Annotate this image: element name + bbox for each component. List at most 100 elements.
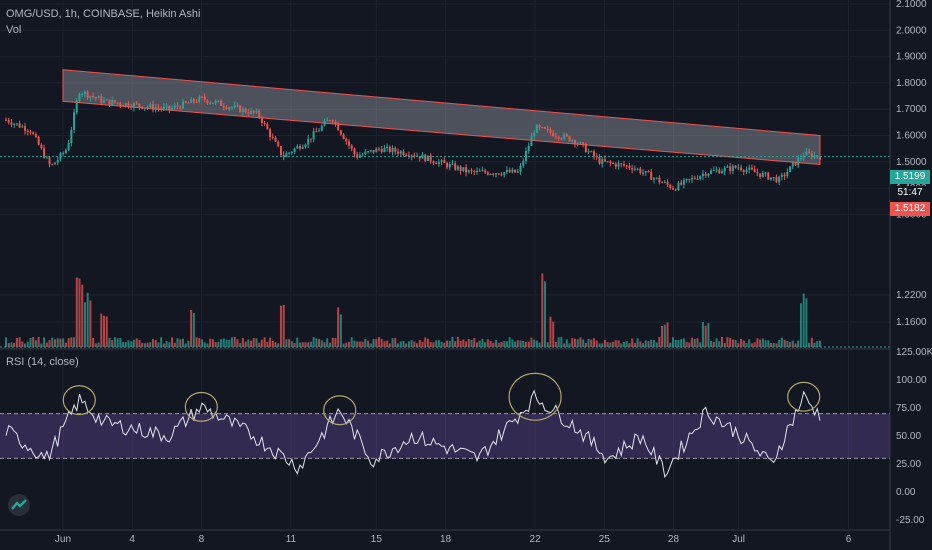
candle (451, 163, 454, 165)
volume-bar (81, 284, 84, 347)
candle (432, 161, 435, 164)
volume-label[interactable]: Vol (6, 24, 22, 36)
volume-bar (715, 338, 718, 347)
rsi-label[interactable]: RSI (14, close) (6, 356, 79, 368)
volume-bar (563, 343, 566, 347)
candle (211, 102, 214, 104)
candle (369, 150, 372, 152)
candle (255, 110, 258, 113)
candle (239, 105, 242, 113)
candle (484, 170, 487, 173)
volume-bar (802, 293, 805, 347)
volume-bar (514, 341, 517, 347)
candle (530, 136, 533, 146)
candle (350, 145, 353, 149)
volume-bar (546, 342, 549, 347)
volume-bar (361, 341, 364, 347)
volume-bar (767, 340, 770, 347)
volume-tick: 125.00K (896, 347, 932, 358)
candle (481, 170, 484, 172)
volume-bar (764, 340, 767, 347)
candle (723, 167, 726, 172)
descending-channel[interactable] (62, 69, 821, 165)
candle (56, 159, 59, 163)
tradingview-logo-icon[interactable] (8, 494, 30, 516)
candle (486, 172, 489, 175)
candle (489, 174, 492, 176)
time-axis[interactable]: Jun 4 8 11 15 18 22 25 28 Jul 6 (55, 534, 852, 545)
volume-bar (260, 339, 263, 347)
volume-bar (162, 343, 165, 347)
candle (661, 182, 664, 184)
candle (358, 155, 361, 158)
candle (601, 159, 604, 164)
candle (304, 144, 307, 147)
volume-bar (122, 341, 125, 347)
volume-bar (239, 342, 242, 347)
channel-rect (62, 69, 821, 165)
candle (669, 184, 672, 189)
rsi-tick: 25.00 (896, 459, 921, 470)
time-tick: 25 (599, 534, 611, 545)
candle (780, 174, 783, 178)
rsi-line (5, 389, 821, 479)
candle (647, 170, 650, 173)
candle (688, 179, 691, 181)
candle (217, 100, 220, 102)
candle (614, 163, 617, 167)
candle (356, 154, 359, 158)
volume-bar (181, 338, 184, 347)
symbol-title[interactable]: OMG/USD, 1h, COINBASE, Heikin Ashi (6, 8, 201, 20)
peak-circle (184, 391, 218, 422)
volume-bar (633, 342, 636, 347)
time-tick: 18 (440, 534, 452, 545)
volume-bar (789, 342, 792, 347)
candle (465, 167, 468, 173)
volume-bar (130, 341, 133, 347)
candle (625, 165, 628, 167)
volume-bar (658, 337, 661, 347)
candle (571, 140, 574, 142)
candle (546, 128, 549, 130)
volume-bar (230, 337, 233, 347)
price-tick: 1.9000 (896, 52, 927, 63)
volume-bar (810, 337, 813, 347)
candle (260, 116, 263, 124)
volume-bar (206, 343, 209, 347)
volume-bar (473, 338, 476, 347)
price-axis[interactable]: 2.1000 2.0000 1.9000 1.8000 1.7000 1.6000 1.50… (889, 0, 932, 550)
candle (720, 171, 723, 174)
candle (731, 165, 734, 172)
volume-bar (819, 340, 821, 347)
volume-bar (778, 340, 781, 347)
volume-bar (726, 337, 729, 347)
candle (418, 155, 421, 159)
price-tick: 2.1000 (896, 0, 927, 10)
volume-bar (299, 342, 302, 347)
candle (560, 138, 563, 140)
candle (334, 121, 337, 124)
volume-bar (413, 341, 416, 347)
candle (508, 170, 511, 173)
volume-bar (601, 343, 604, 347)
volume-bar (21, 341, 24, 347)
rsi-tick: 50.00 (896, 431, 921, 442)
candle (230, 107, 233, 109)
candle (149, 104, 152, 108)
volume-bar (372, 338, 375, 347)
candle (122, 105, 125, 107)
volume-bar (718, 341, 721, 347)
volume-bar (625, 341, 628, 347)
volume-bar (503, 340, 506, 347)
volume-bar (307, 342, 310, 347)
volume-bar (481, 338, 484, 347)
volume-bar (364, 339, 367, 347)
volume-bar (37, 336, 40, 347)
volume-bar (519, 340, 522, 347)
candle (462, 167, 465, 171)
volume-bar (296, 337, 299, 347)
candle (407, 155, 410, 157)
candle (734, 165, 737, 168)
candle (413, 155, 416, 157)
